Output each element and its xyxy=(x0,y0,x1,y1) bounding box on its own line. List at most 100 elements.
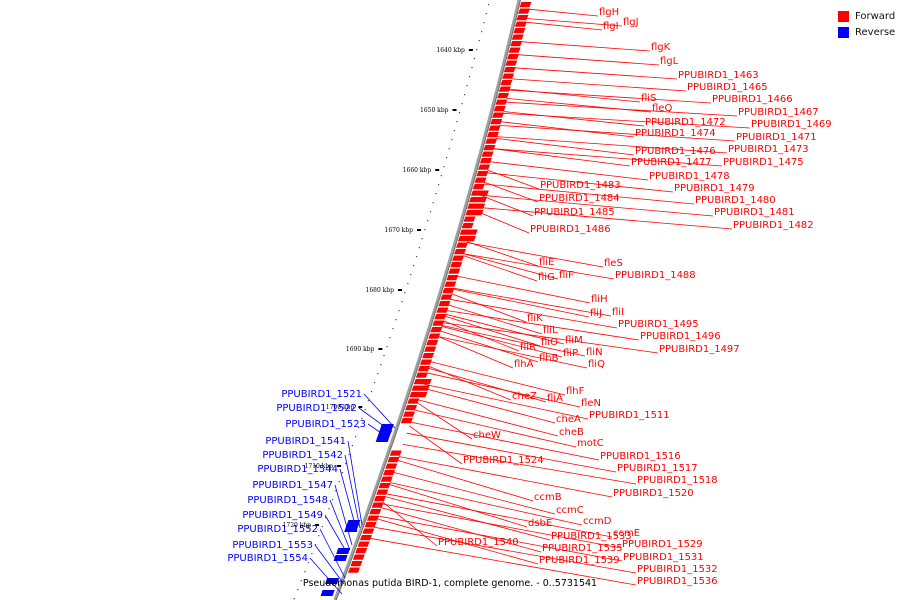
forward-callout xyxy=(414,409,577,448)
forward-callout xyxy=(421,387,556,424)
tick-marks: 1640 kbp 1650 kbp 1660 kbp 1670 kbp 1680 kbp… xyxy=(283,4,490,600)
forward-gene-label: PPUBIRD1_1533 xyxy=(551,531,632,542)
forward-callout xyxy=(520,41,651,52)
forward-gene xyxy=(413,379,432,385)
tick-dot xyxy=(328,508,330,510)
tick-dot xyxy=(370,391,373,393)
forward-gene xyxy=(500,80,513,86)
forward-gene xyxy=(510,41,523,47)
forward-callout xyxy=(410,421,600,461)
forward-callout xyxy=(496,136,728,154)
forward-callout xyxy=(441,325,563,358)
forward-gene-label: ccmD xyxy=(583,516,612,527)
forward-gene-label: PPUBIRD1_1496 xyxy=(640,331,721,342)
reverse-callout xyxy=(329,499,351,551)
forward-gene xyxy=(498,86,511,92)
forward-callout xyxy=(417,399,559,437)
forward-gene xyxy=(359,535,372,541)
forward-callout xyxy=(384,496,551,541)
tick-dot xyxy=(410,274,412,276)
forward-gene xyxy=(371,502,384,508)
tick-dot xyxy=(464,94,466,96)
forward-gene-label: flgK xyxy=(651,42,671,53)
tick-dot xyxy=(351,445,353,447)
forward-gene xyxy=(516,15,529,21)
reverse-gene xyxy=(379,424,394,430)
forward-gene xyxy=(483,145,496,151)
forward-gene xyxy=(497,93,510,99)
forward-gene-label: PPUBIRD1_1495 xyxy=(618,319,699,330)
tick-dot xyxy=(348,454,350,456)
reverse-gene-label: PPUBIRD1_1548 xyxy=(247,495,328,506)
forward-gene xyxy=(383,470,395,476)
legend-item-forward: Forward xyxy=(838,8,895,24)
forward-callout xyxy=(484,181,539,203)
tick-dot xyxy=(458,112,461,114)
tick-dot xyxy=(335,490,337,492)
forward-callout xyxy=(369,537,637,586)
forward-gene xyxy=(448,268,461,274)
forward-gene-label: fliH xyxy=(591,294,608,305)
forward-callout xyxy=(438,336,588,369)
forward-callout xyxy=(475,210,530,234)
tick-dot xyxy=(421,238,423,240)
forward-callout xyxy=(493,148,723,167)
forward-gene-label: PPUBIRD1_1532 xyxy=(637,564,718,575)
forward-callout xyxy=(442,322,659,354)
forward-callout xyxy=(428,367,547,403)
tick-dot xyxy=(415,256,418,258)
forward-gene xyxy=(461,223,474,229)
callout-lines xyxy=(309,8,751,595)
forward-gene xyxy=(428,333,441,339)
forward-gene-label: fliN xyxy=(586,347,603,358)
forward-gene xyxy=(438,301,451,307)
forward-gene xyxy=(478,164,491,170)
forward-gene-label: PPUBIRD1_1535 xyxy=(542,543,623,554)
tick-dot xyxy=(481,31,483,33)
forward-gene-label: flhA xyxy=(514,359,534,370)
forward-gene xyxy=(456,242,468,248)
reverse-callout xyxy=(309,557,343,595)
forward-callout xyxy=(502,112,751,129)
forward-callout xyxy=(525,21,603,31)
forward-callout xyxy=(511,78,687,92)
tick-dot xyxy=(338,481,340,483)
forward-gene xyxy=(407,398,420,404)
reverse-gene xyxy=(320,590,335,596)
forward-gene xyxy=(387,457,400,463)
forward-gene xyxy=(378,483,391,489)
gene-features xyxy=(320,2,532,596)
tick-dot xyxy=(395,319,397,321)
forward-gene xyxy=(403,411,415,417)
forward-gene xyxy=(385,463,398,469)
forward-gene xyxy=(486,132,499,138)
forward-callout xyxy=(388,484,528,528)
forward-gene xyxy=(505,60,518,66)
tick-dot xyxy=(374,382,376,384)
tick-dot xyxy=(456,121,458,123)
forward-gene-label: PPUBIRD1_1483 xyxy=(540,180,621,191)
forward-callout xyxy=(508,89,712,104)
forward-gene xyxy=(357,541,370,547)
forward-gene-label: cheZ xyxy=(512,391,537,402)
tick-dot xyxy=(446,157,448,159)
forward-gene-label: PPUBIRD1_1539 xyxy=(539,555,620,566)
forward-callout xyxy=(467,241,539,267)
forward-gene-label: PPUBIRD1_1524 xyxy=(463,455,544,466)
forward-gene xyxy=(469,197,487,203)
forward-callout xyxy=(528,8,599,17)
tick-dot xyxy=(341,472,344,474)
forward-gene-label: PPUBIRD1_1476 xyxy=(635,146,716,157)
forward-callout xyxy=(483,183,695,205)
forward-gene-label: PPUBIRD1_1482 xyxy=(733,220,814,231)
forward-gene xyxy=(472,184,485,190)
forward-gene xyxy=(405,405,418,411)
forward-gene-label: fliR xyxy=(520,342,536,353)
tick-dot xyxy=(383,355,385,357)
forward-callout xyxy=(452,288,590,318)
tick-mark xyxy=(417,229,421,231)
reverse-gene xyxy=(325,578,340,584)
forward-gene xyxy=(454,249,466,255)
tick-label: 1660 kbp xyxy=(403,167,432,174)
